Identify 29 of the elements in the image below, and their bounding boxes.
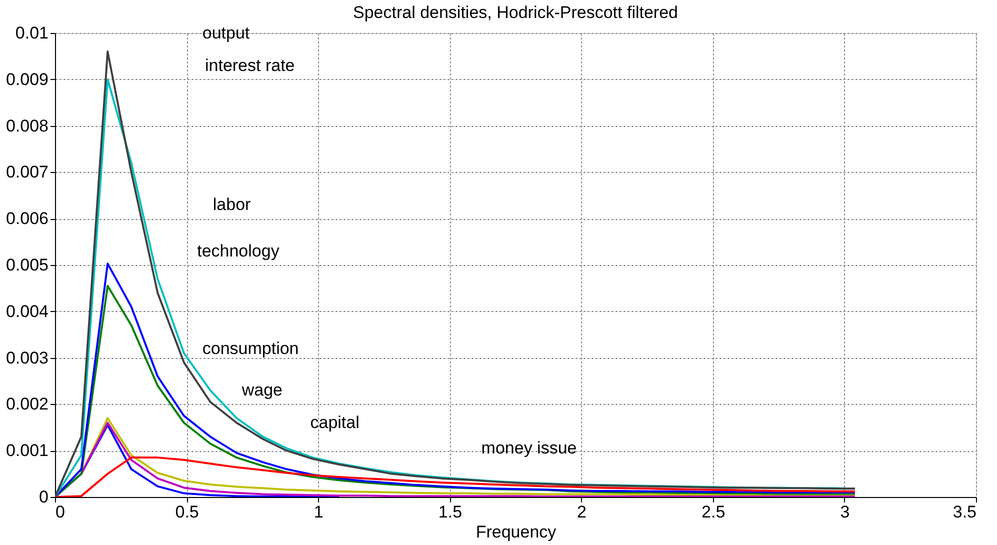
x-tick-label: 0 <box>56 502 65 522</box>
annotation: technology <box>197 241 280 260</box>
annotation: interest rate <box>204 56 295 75</box>
y-tick-label: 0.01 <box>15 24 48 42</box>
chart-title: Spectral densities, Hodrick-Prescott filtered <box>352 3 678 22</box>
x-tick-label: 0.5 <box>175 502 199 522</box>
y-tick-label: 0.002 <box>6 394 48 414</box>
y-tick-label: 0.007 <box>6 162 48 182</box>
x-tick-label: 3.5 <box>952 502 976 522</box>
x-tick-label: 1 <box>314 502 324 522</box>
x-tick-label: 2.5 <box>702 502 726 522</box>
annotation: consumption <box>202 338 299 358</box>
y-tick-label: 0.003 <box>6 348 48 368</box>
y-tick-label: 0 <box>39 488 48 506</box>
y-tick-label: 0.009 <box>6 70 48 89</box>
y-tick-label: 0.006 <box>6 209 48 228</box>
y-tick-label: 0.001 <box>6 441 48 460</box>
x-axis-title: Frequency <box>476 522 557 542</box>
y-tick-label: 0.005 <box>6 256 48 274</box>
annotation: output <box>202 23 250 42</box>
x-tick-label: 2 <box>577 502 587 522</box>
annotation: labor <box>212 194 252 214</box>
x-tick-label: 1.5 <box>438 502 462 522</box>
annotation: capital <box>310 413 360 432</box>
x-tick-label: 3 <box>840 502 850 522</box>
y-tick-label: 0.004 <box>6 302 48 321</box>
annotation: money issue <box>481 438 577 458</box>
y-tick-label: 0.008 <box>6 116 48 136</box>
annotation: wage <box>240 380 282 400</box>
